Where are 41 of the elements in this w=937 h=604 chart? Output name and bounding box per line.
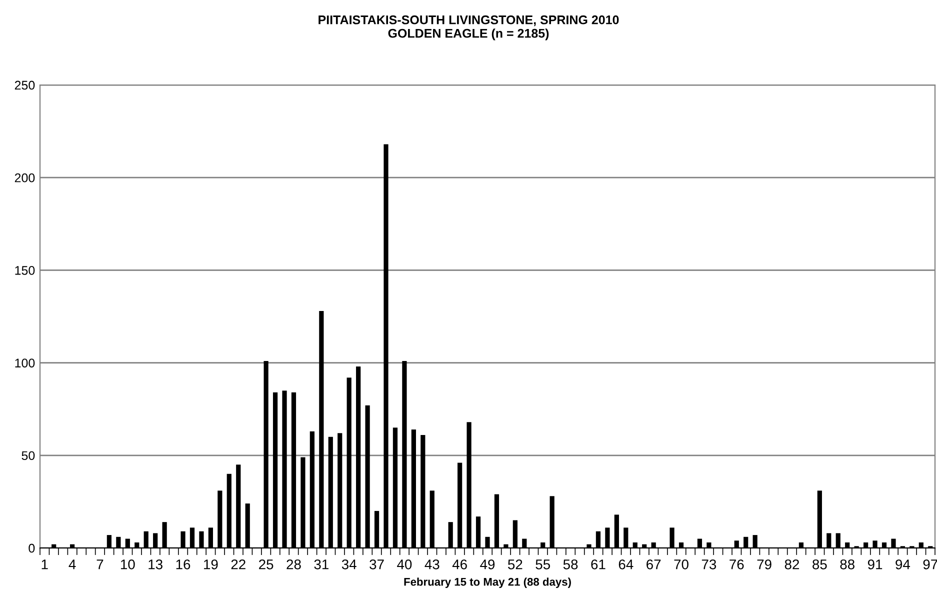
x-tick-label: 28 [286, 559, 301, 570]
x-tick-label: 67 [646, 559, 661, 570]
x-tick-label: 4 [68, 560, 76, 570]
x-tick-label: 64 [618, 559, 634, 570]
x-tick-label: 1 [42, 560, 48, 570]
y-tick-label: 50 [22, 451, 35, 460]
x-tick-label: 94 [896, 559, 910, 570]
y-tick-label: 150 [15, 266, 35, 275]
x-tick-label: 31 [314, 559, 328, 570]
x-tick-label: 58 [563, 559, 578, 570]
y-tick-label: 250 [14, 80, 35, 90]
x-tick-label: 37 [370, 559, 384, 570]
x-tick-label: 7 [96, 560, 104, 570]
x-tick-label: 49 [480, 559, 495, 570]
x-tick-label: 82 [784, 559, 800, 570]
x-tick-label: 55 [536, 560, 550, 570]
x-tick-label: 10 [120, 559, 135, 570]
x-tick-label: 16 [176, 559, 190, 570]
x-tick-label: 76 [730, 559, 744, 570]
x-tick-label: 40 [397, 559, 412, 570]
x-tick-label: 43 [424, 559, 440, 570]
x-tick-label: 73 [702, 559, 716, 570]
x-tick-label: 70 [674, 559, 688, 570]
x-tick-label: 22 [231, 559, 246, 570]
x-tick-label: 79 [757, 559, 772, 570]
x-tick-label: 13 [148, 559, 162, 570]
x-axis-title: February 15 to May 21 (88 days) [404, 578, 571, 588]
x-tick-label: 46 [452, 559, 467, 570]
chart-title: PIITAISTAKIS-SOUTH LIVINGSTONE, SPRING 2010 GOLDEN EAGLE (n = 2185) [318, 15, 619, 40]
x-tick-label: 25 [259, 559, 274, 570]
y-tick-label: 200 [14, 173, 35, 182]
y-tick-label: 0 [28, 544, 35, 553]
x-tick-label: 88 [840, 559, 854, 570]
x-tick-label: 34 [342, 559, 356, 570]
x-tick-label: 97 [923, 559, 937, 570]
x-tick-label: 19 [204, 559, 218, 570]
x-tick-label: 85 [812, 559, 827, 570]
y-tick-label: 100 [15, 358, 35, 368]
x-tick-label: 61 [591, 559, 606, 570]
x-tick-label: 52 [508, 559, 522, 570]
x-tick-label: 91 [868, 559, 882, 570]
